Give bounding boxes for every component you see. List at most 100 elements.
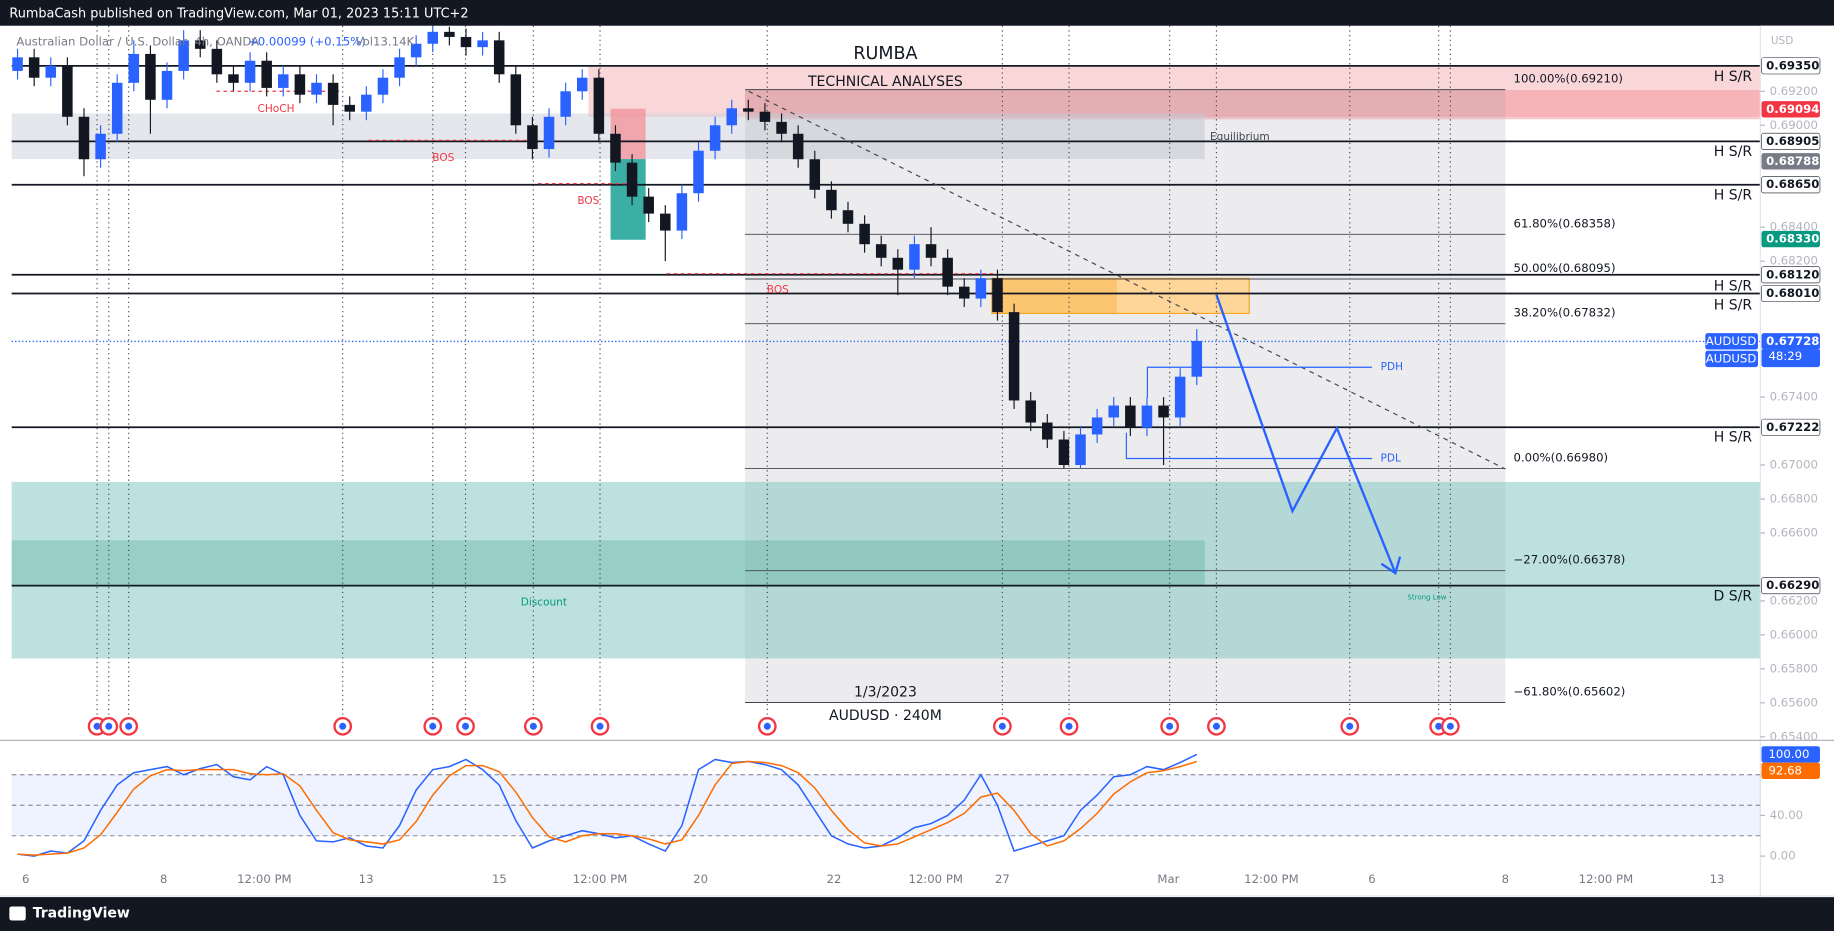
title: RUMBA — [853, 44, 917, 64]
x-tick-label: 22 — [827, 872, 842, 886]
candle-body — [294, 74, 306, 95]
candle-body — [842, 210, 854, 224]
y-tick-label: 0.68400 — [1770, 220, 1818, 234]
x-tick-label: 12:00 PM — [573, 872, 628, 886]
candle-body — [62, 65, 73, 117]
date-label: 1/3/2023 — [854, 684, 917, 700]
osc-tag — [1761, 746, 1820, 763]
price-tag-label: 0.69350 — [1766, 58, 1819, 72]
x-tick-label: 8 — [1502, 872, 1509, 886]
candle-body — [394, 57, 405, 78]
candle-body — [709, 125, 721, 151]
fib-label: 0.00%(0.66980) — [1514, 450, 1609, 464]
candle-body — [759, 111, 771, 122]
price-tag-label: 0.67728 — [1766, 334, 1819, 348]
candle-body — [194, 40, 206, 49]
fib-label: 100.00%(0.69210) — [1514, 72, 1623, 86]
y-tick-label: 0.66600 — [1770, 525, 1818, 539]
osc-tick-label: 0.00 — [1770, 849, 1796, 863]
candle-body — [859, 223, 870, 245]
candle-body — [1058, 439, 1070, 466]
candle-body — [278, 74, 289, 88]
fib-label: −27.00%(0.66378) — [1514, 553, 1626, 567]
candle-body — [211, 48, 223, 75]
candle-body — [444, 31, 455, 37]
pdh-line — [1146, 366, 1372, 398]
candle-body — [128, 53, 140, 83]
header: RumbaCash published on TradingView.com, … — [9, 7, 468, 22]
y-tick-label: 0.68200 — [1770, 254, 1818, 268]
candle-body — [377, 77, 389, 95]
osc-band — [11, 774, 1761, 836]
candle-body — [244, 60, 256, 83]
candle-body — [510, 74, 522, 126]
candle-body — [942, 257, 953, 287]
candle-body — [1075, 434, 1086, 466]
event-flag-core — [429, 722, 437, 730]
osc-tag-label: 100.00 — [1769, 747, 1810, 761]
candle-body — [311, 82, 322, 95]
candle-body — [610, 133, 621, 163]
candle-body — [543, 116, 555, 150]
y-tick-label: 0.67000 — [1770, 458, 1818, 472]
candle-body — [1125, 405, 1136, 428]
event-flag-core — [339, 722, 347, 730]
price-tag-label: 0.68010 — [1766, 286, 1819, 300]
symbol-tag-label: AUDUSD — [1706, 351, 1757, 365]
price-tag-label: 0.68650 — [1766, 177, 1819, 191]
price-tag-label: 0.66290 — [1766, 578, 1819, 592]
candle-body — [261, 60, 272, 88]
x-tick-label: 12:00 PM — [1579, 872, 1634, 886]
event-flag-core — [105, 722, 113, 730]
event-flag-core — [1212, 722, 1220, 730]
candle-body — [560, 91, 571, 117]
candle-body — [1174, 376, 1186, 418]
strong-low-label: Strong Low — [1407, 593, 1446, 602]
x-tick-label: 15 — [492, 872, 507, 886]
candle-body — [809, 159, 821, 190]
x-tick-label: 27 — [995, 872, 1010, 886]
candle-body — [410, 43, 422, 58]
candle-body — [909, 244, 920, 270]
price-tag-label: 0.68788 — [1766, 154, 1819, 168]
x-tick-label: 12:00 PM — [908, 872, 963, 886]
candle-body — [327, 82, 339, 105]
price-tag — [1761, 266, 1821, 284]
price-tag — [1761, 577, 1821, 595]
subtitle: TECHNICAL ANALYSES — [807, 74, 963, 90]
candle-body — [361, 94, 372, 112]
candle-body — [576, 77, 588, 92]
candle-body — [12, 57, 23, 71]
pdh-label: PDH — [1381, 361, 1403, 373]
candle-body — [1091, 417, 1103, 435]
event-flag-core — [596, 722, 604, 730]
event-flag-core — [1446, 722, 1454, 730]
sr-label: H S/R — [1714, 69, 1753, 85]
candle-body — [593, 77, 605, 134]
y-tick-label: 0.67400 — [1770, 390, 1818, 404]
candle-body — [975, 278, 987, 299]
projection-path — [1215, 294, 1397, 574]
candle-body — [892, 257, 904, 270]
candle-body — [460, 36, 472, 48]
candle-body — [1158, 405, 1169, 418]
symbol-legend: Australian Dollar / U.S. Dollar, 4h, OAN… — [16, 35, 259, 49]
candle-body — [1042, 422, 1053, 440]
sr-label: H S/R — [1714, 144, 1753, 160]
event-flag-core — [1435, 722, 1443, 730]
price-tag — [1761, 153, 1820, 170]
bos-label: BOS — [577, 195, 599, 207]
candle-body — [178, 40, 189, 71]
x-tick-label: 12:00 PM — [1244, 872, 1299, 886]
pdl-label: PDL — [1381, 452, 1401, 464]
price-tag — [1761, 333, 1820, 350]
event-flag-core — [998, 722, 1006, 730]
fvg-box — [991, 277, 1250, 315]
choch-label: CHoCH — [258, 103, 295, 115]
event-flag-core — [1166, 722, 1174, 730]
candle-body — [45, 65, 57, 78]
candle-body — [826, 189, 837, 211]
price-tag — [1761, 57, 1821, 75]
footer: TradingView — [33, 905, 130, 921]
